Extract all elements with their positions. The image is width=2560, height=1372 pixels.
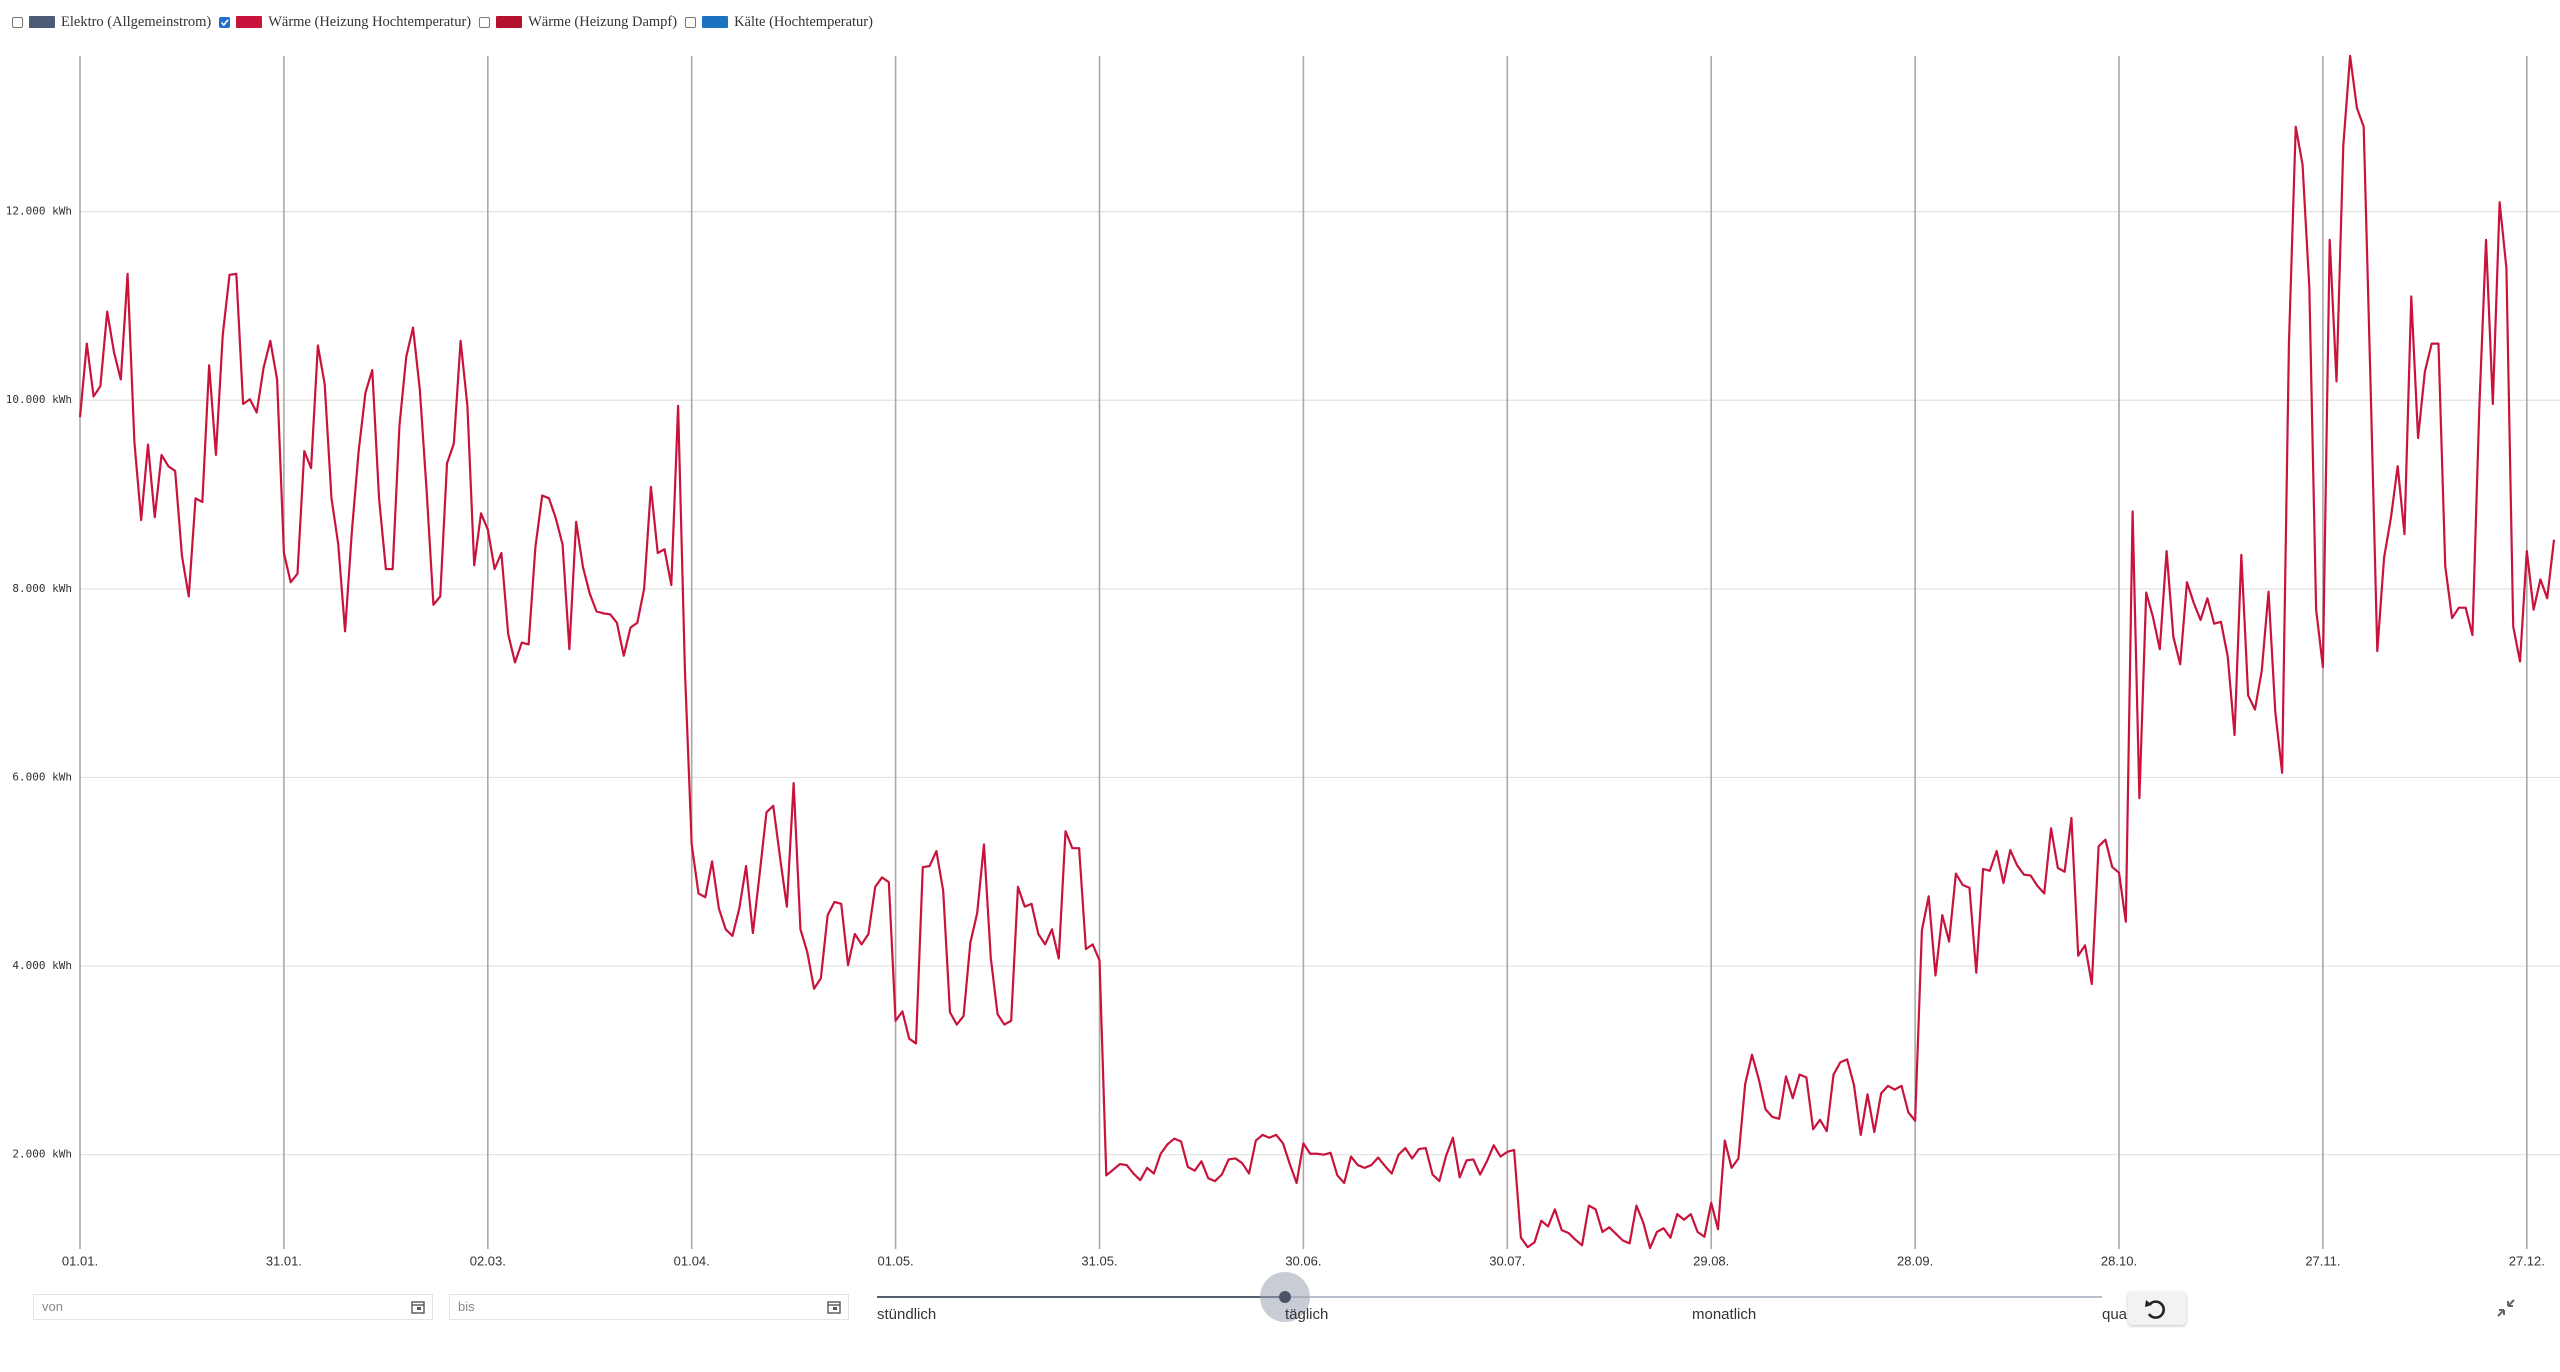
x-tick-label: 29.08.: [1693, 1253, 1729, 1268]
y-tick-label: 8.000 kWh: [12, 582, 72, 595]
legend-swatch: [29, 16, 55, 28]
legend-swatch: [236, 16, 263, 28]
resolution-label[interactable]: stündlich: [877, 1306, 937, 1323]
legend-item[interactable]: Elektro (Allgemeinstrom): [12, 14, 211, 31]
from-input[interactable]: von: [33, 1294, 433, 1320]
reset-button[interactable]: [2128, 1292, 2186, 1325]
y-tick-label: 6.000 kWh: [12, 770, 72, 783]
to-placeholder: bis: [458, 1299, 475, 1314]
x-tick-label: 27.11.: [2305, 1253, 2340, 1268]
checkbox[interactable]: [479, 16, 491, 28]
x-tick-label: 28.09.: [1897, 1253, 1933, 1268]
legend-swatch: [702, 16, 729, 28]
x-tick-label: 01.05.: [878, 1253, 914, 1268]
collapse-icon[interactable]: [2494, 1296, 2518, 1320]
resolution-label[interactable]: täglich: [1285, 1306, 1329, 1323]
x-tick-label: 31.01.: [266, 1253, 302, 1268]
x-tick-label: 02.03.: [470, 1253, 506, 1268]
x-tick-label: 28.10.: [2101, 1253, 2137, 1268]
x-tick-label: 31.05.: [1081, 1253, 1117, 1268]
from-placeholder: von: [42, 1299, 63, 1314]
resolution-slider[interactable]: [870, 1270, 2110, 1326]
x-tick-label: 27.12.: [2509, 1253, 2545, 1268]
check-mark: [221, 18, 229, 26]
data-line: [78, 54, 2556, 1250]
legend-item[interactable]: Wärme (Heizung Hochtemperatur): [219, 14, 471, 31]
checkbox[interactable]: [219, 16, 231, 28]
x-tick-label: 30.07.: [1489, 1253, 1525, 1268]
x-tick-label: 30.06.: [1285, 1253, 1321, 1268]
legend-swatch: [496, 16, 523, 28]
to-input[interactable]: bis: [449, 1294, 849, 1320]
legend: Elektro (Allgemeinstrom) Wärme (Heizung H…: [12, 10, 881, 34]
calendar-icon[interactable]: [826, 1299, 842, 1315]
legend-item[interactable]: Wärme (Heizung Dampf): [479, 14, 677, 31]
checkbox[interactable]: [685, 16, 697, 28]
y-tick-label: 10.000 kWh: [6, 393, 72, 406]
reset-icon: [2145, 1300, 2165, 1319]
x-tick-label: 01.01.: [62, 1253, 98, 1268]
x-tick-label: 01.04.: [674, 1253, 710, 1268]
calendar-icon[interactable]: [410, 1299, 426, 1315]
legend-label: Elektro (Allgemeinstrom): [61, 13, 212, 30]
y-tick-label: 2.000 kWh: [12, 1148, 72, 1161]
resolution-label[interactable]: monatlich: [1692, 1306, 1757, 1323]
legend-label: Kälte (Hochtemperatur): [734, 13, 873, 30]
legend-label: Wärme (Heizung Hochtemperatur): [268, 13, 472, 30]
legend-label: Wärme (Heizung Dampf): [528, 13, 678, 30]
checkbox[interactable]: [12, 16, 23, 28]
resolution-label[interactable]: quar: [2102, 1306, 2133, 1323]
legend-item[interactable]: Kälte (Hochtemperatur): [685, 14, 873, 31]
y-tick-label: 4.000 kWh: [12, 959, 72, 972]
y-tick-label: 12.000 kWh: [6, 205, 72, 218]
